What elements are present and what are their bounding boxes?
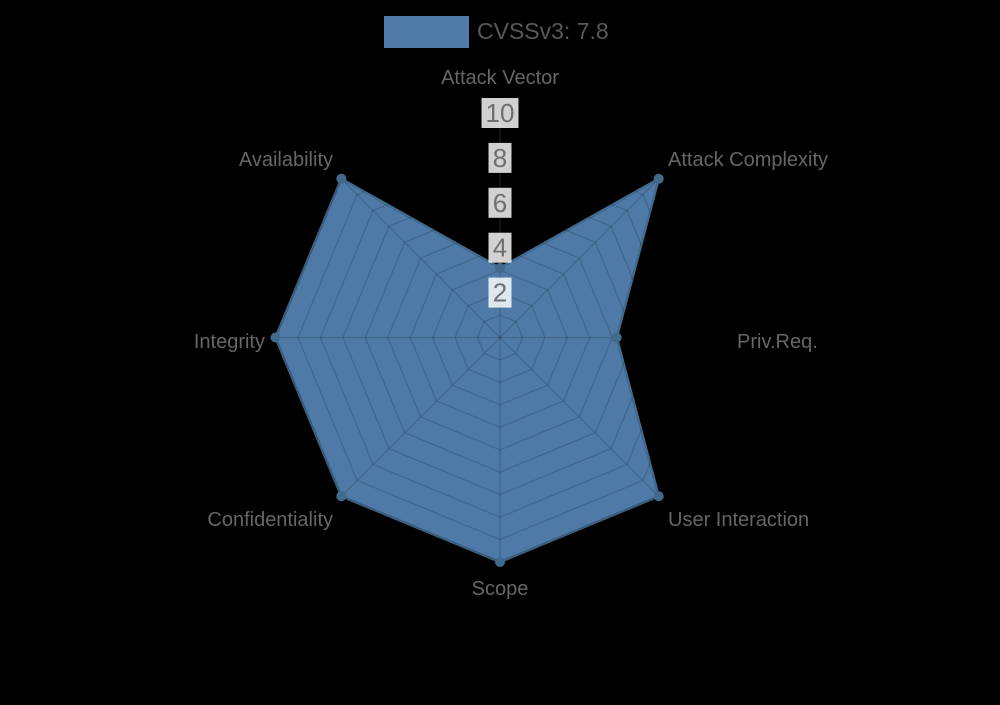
data-point-integrity — [270, 332, 281, 343]
tick-backdrop — [481, 98, 519, 128]
axis-label-confidentiality: Confidentiality — [207, 509, 333, 531]
axis-label-integrity: Integrity — [194, 331, 265, 353]
grid-spoke — [499, 178, 660, 338]
grid-ring — [476, 314, 524, 361]
grid-ring — [409, 246, 591, 429]
grid-ring — [342, 179, 658, 496]
tick-label-6: 6 — [493, 188, 507, 218]
axis-label-availability: Availability — [239, 149, 333, 171]
grid-ring — [387, 224, 614, 451]
tick-label-10: 10 — [486, 98, 515, 128]
data-point-confidentiality — [336, 491, 347, 502]
axis-label-attack-complexity: Attack Complexity — [668, 149, 828, 171]
grid-ring — [364, 202, 636, 473]
data-point-attack-vector — [495, 262, 505, 273]
axis-label-scope: Scope — [472, 578, 529, 600]
tick-backdrop — [488, 187, 512, 218]
grid-spoke — [340, 337, 501, 497]
chart-legend: CVSSv3: 7.8 — [384, 16, 609, 48]
axis-label-user-interaction: User Interaction — [668, 509, 809, 531]
category-label-layer: Attack Vector Attack Complexity Priv.Req. U… — [194, 67, 828, 600]
grid-spoke — [499, 337, 660, 497]
axis-label-priv-req: Priv.Req. — [737, 331, 818, 353]
grid-spoke — [340, 178, 501, 338]
tick-label-2: 2 — [493, 278, 507, 308]
tick-backdrop — [488, 142, 512, 173]
legend-swatch[interactable] — [384, 16, 469, 48]
grid-ring — [454, 291, 546, 384]
data-point-availability — [336, 173, 347, 184]
grid-ring — [297, 134, 703, 541]
data-point-priv-req — [611, 332, 622, 343]
point-layer — [270, 173, 664, 567]
legend-label[interactable]: CVSSv3: 7.8 — [477, 18, 609, 44]
data-point-attack-complexity — [653, 173, 664, 184]
data-point-scope — [495, 557, 505, 567]
tick-label-8: 8 — [493, 143, 507, 173]
tick-backdrop — [488, 232, 512, 263]
data-point-user-interaction — [653, 491, 664, 502]
tick-backdrop — [488, 277, 512, 308]
tick-layer: 10 8 6 4 2 — [481, 98, 519, 308]
grid-ring — [431, 269, 569, 406]
axis-label-attack-vector: Attack Vector — [441, 67, 559, 89]
tick-label-4: 4 — [493, 233, 507, 263]
grid-ring — [319, 157, 681, 518]
